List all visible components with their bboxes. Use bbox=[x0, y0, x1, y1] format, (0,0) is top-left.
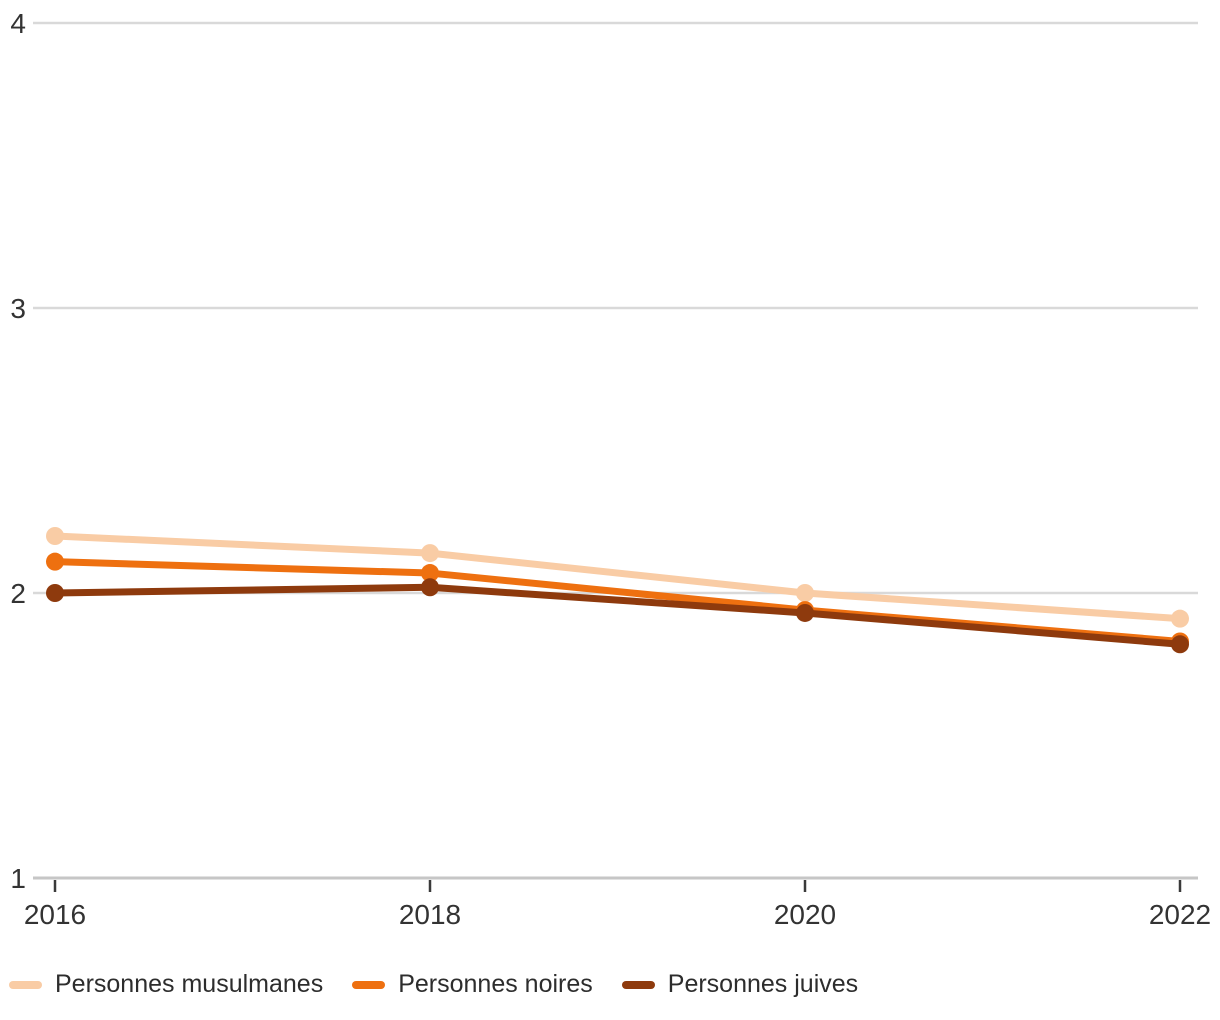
series-point bbox=[1171, 609, 1189, 628]
series-point bbox=[796, 603, 814, 622]
legend-item-juives: Personnes juives bbox=[621, 970, 859, 999]
series-point bbox=[46, 527, 64, 545]
series-point bbox=[421, 578, 439, 597]
legend-swatch-juives bbox=[621, 980, 655, 989]
chart-legend: Personnes musulmanes Personnes noires Pe… bbox=[9, 970, 858, 999]
x-tick-label: 2022 bbox=[1149, 899, 1211, 930]
y-tick-label: 4 bbox=[10, 8, 26, 39]
series-point bbox=[421, 544, 439, 563]
legend-label-noires: Personnes noires bbox=[398, 970, 593, 998]
series-point bbox=[1171, 635, 1189, 654]
series-point bbox=[46, 584, 64, 602]
x-tick-label: 2016 bbox=[24, 899, 86, 930]
legend-label-juives: Personnes juives bbox=[667, 970, 859, 998]
x-tick-label: 2018 bbox=[399, 899, 461, 930]
series-line-2 bbox=[51, 583, 1184, 648]
legend-item-musulmanes: Personnes musulmanes bbox=[9, 970, 323, 999]
y-tick-label: 2 bbox=[10, 578, 26, 609]
line-chart: 1 2 3 4 2016 2018 2020 2022 bbox=[10, 8, 1211, 930]
y-tick-label: 1 bbox=[10, 863, 26, 894]
series-point bbox=[46, 552, 64, 571]
legend-swatch-noires bbox=[352, 980, 386, 989]
legend-item-noires: Personnes noires bbox=[352, 970, 593, 999]
x-tick-label: 2020 bbox=[774, 899, 836, 930]
legend-swatch-musulmanes bbox=[9, 980, 42, 989]
series-line-0 bbox=[51, 532, 1184, 623]
series-point bbox=[421, 564, 439, 583]
series-point bbox=[796, 584, 814, 602]
y-tick-label: 3 bbox=[10, 293, 26, 324]
legend-label-musulmanes: Personnes musulmanes bbox=[55, 970, 324, 998]
